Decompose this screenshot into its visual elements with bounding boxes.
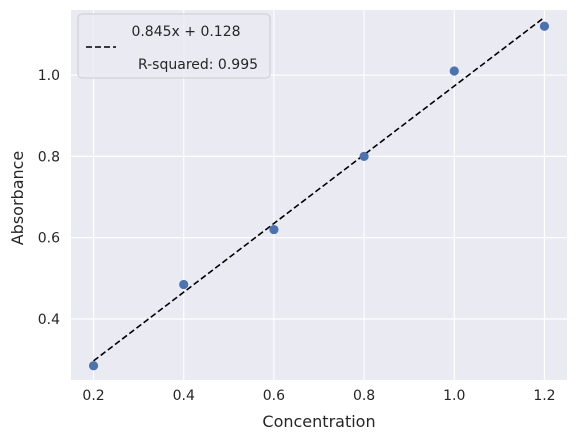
- y-axis-label: Absorbance: [8, 151, 27, 246]
- legend-equation: 0.845x + 0.128: [131, 24, 240, 40]
- x-tick-label: 0.4: [173, 388, 195, 404]
- data-point: [179, 279, 189, 290]
- legend-r-squared: R-squared: 0.995: [138, 57, 258, 73]
- data-point: [359, 151, 369, 161]
- y-tick-label: 0.6: [38, 231, 60, 247]
- legend-box: [77, 13, 271, 79]
- x-axis-label: Concentration: [262, 412, 375, 431]
- y-tick-label: 0.4: [38, 312, 60, 328]
- data-point: [449, 66, 459, 76]
- legend: 0.845x + 0.128 R-squared: 0.995: [77, 13, 271, 79]
- data-point: [88, 361, 99, 371]
- y-tick-label: 0.8: [38, 149, 60, 165]
- x-tick-label: 0.6: [263, 388, 285, 404]
- x-axis-ticks: 0.2 0.4 0.6 0.8 1.0 1.2: [82, 388, 555, 404]
- x-tick-label: 0.8: [353, 388, 375, 404]
- fit-line: [93, 16, 545, 362]
- data-points: [88, 21, 550, 371]
- data-point: [539, 21, 550, 31]
- x-tick-label: 1.2: [533, 388, 555, 404]
- x-tick-label: 0.2: [82, 388, 104, 404]
- data-point: [269, 224, 279, 235]
- x-tick-label: 1.0: [443, 388, 465, 404]
- y-tick-label: 1.0: [38, 68, 60, 84]
- grid: [71, 10, 567, 380]
- y-axis-ticks: 0.4 0.6 0.8 1.0: [38, 68, 60, 328]
